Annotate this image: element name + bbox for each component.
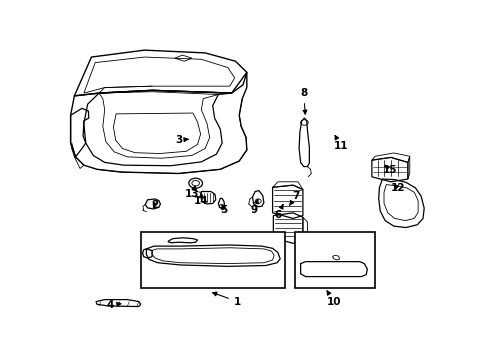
Text: 10: 10 [326,291,341,307]
Text: 5: 5 [220,204,227,215]
Text: 8: 8 [300,88,306,114]
Text: 7: 7 [289,191,299,206]
Text: 12: 12 [389,183,404,193]
Text: 1: 1 [212,292,241,307]
Text: 6: 6 [274,204,283,220]
Text: 11: 11 [333,135,347,151]
Bar [295,232,374,288]
Text: 2: 2 [151,201,159,210]
Text: 3: 3 [175,135,188,145]
Text: 14: 14 [194,193,208,206]
Text: 9: 9 [250,199,258,215]
Text: 15: 15 [382,165,397,175]
Text: 13: 13 [184,186,199,199]
Bar [141,232,284,288]
Text: 4: 4 [106,300,121,310]
